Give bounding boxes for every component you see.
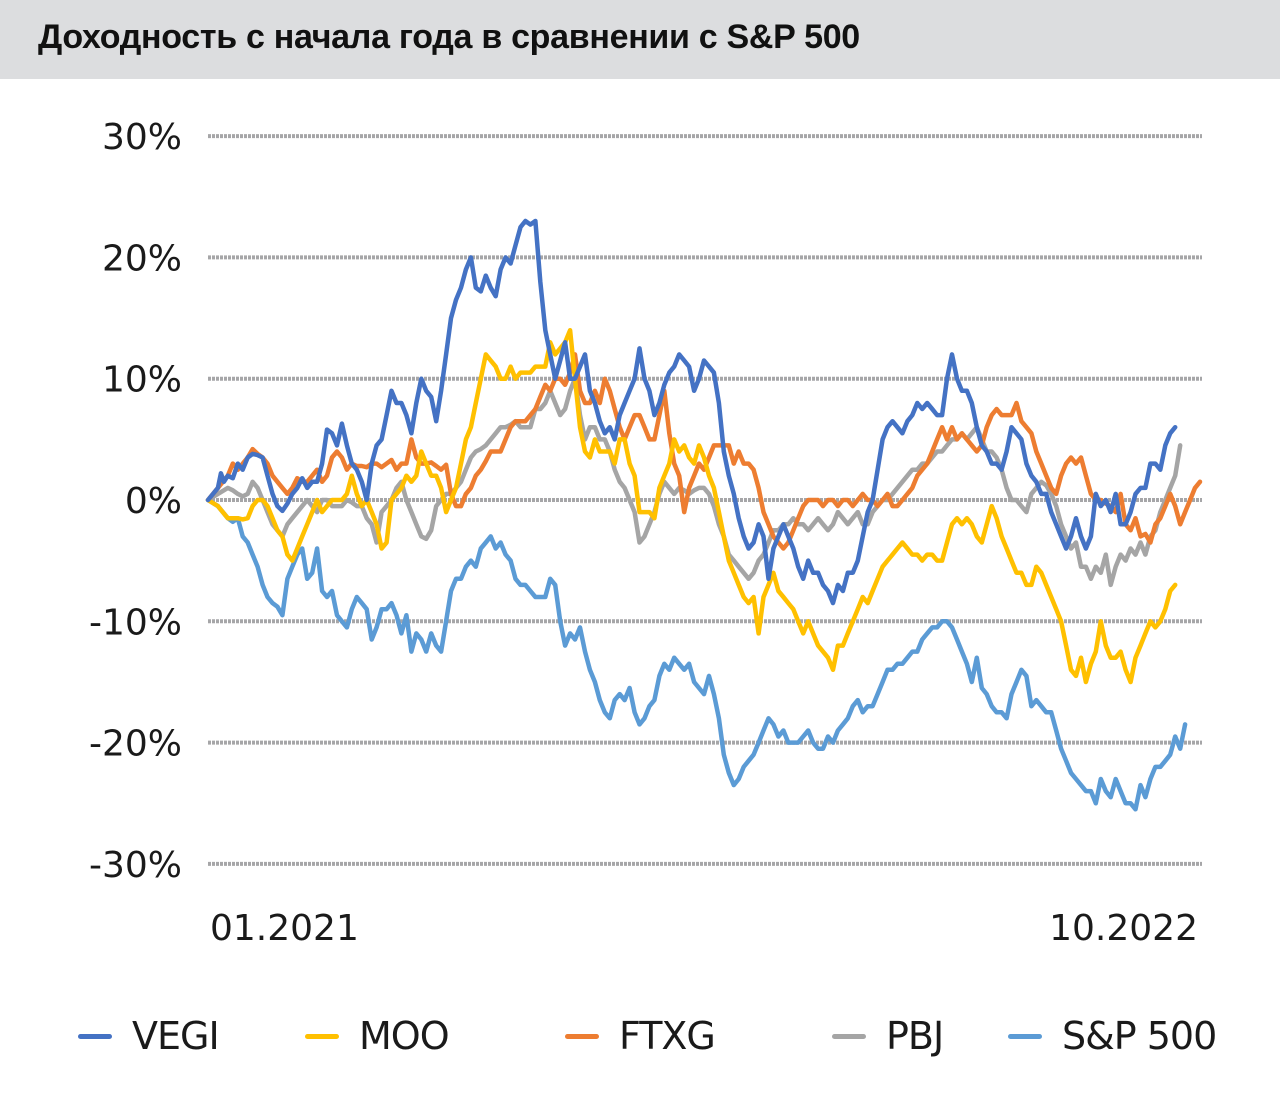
x-tick-label: 10.2022 (1049, 908, 1198, 949)
y-tick-label: -30% (89, 845, 182, 886)
legend-label: FTXG (619, 1014, 716, 1058)
y-tick-label: -20% (89, 724, 182, 765)
legend-item: MOO (305, 1012, 450, 1060)
legend-item: FTXG (565, 1012, 716, 1060)
legend-label: PBJ (886, 1014, 944, 1058)
series-lines (205, 218, 1203, 812)
y-tick-label: -10% (89, 602, 182, 643)
chart-title: Доходность с начала года в сравнении с S… (38, 18, 860, 56)
series-line-ftxg (205, 352, 1203, 551)
line-chart: 30% 20% 10% 0% -10% -20% -30% 01.2021 10.2022 (89, 117, 1203, 949)
legend-swatch (78, 1033, 112, 1039)
y-tick-label: 20% (102, 238, 182, 279)
x-axis-tick-labels: 01.2021 10.2022 (210, 908, 1198, 949)
gridlines (208, 134, 1202, 866)
y-tick-label: 30% (102, 117, 182, 158)
legend-label: VEGI (132, 1014, 220, 1058)
legend-item: S&P 500 (1008, 1012, 1217, 1060)
x-tick-label: 01.2021 (210, 908, 359, 949)
legend-swatch (1008, 1033, 1042, 1039)
legend-swatch (832, 1033, 866, 1039)
legend-label: S&P 500 (1062, 1014, 1217, 1058)
legend-item: VEGI (78, 1012, 220, 1060)
series-line-moo (205, 327, 1178, 685)
chart-legend: VEGI MOO FTXG PBJ S&P 500 (0, 1012, 1280, 1060)
legend-swatch (565, 1033, 599, 1039)
series-line-vegi (205, 218, 1178, 606)
legend-label: MOO (359, 1014, 450, 1058)
y-tick-label: 0% (125, 481, 182, 522)
y-tick-label: 10% (102, 360, 182, 401)
y-axis-tick-labels: 30% 20% 10% 0% -10% -20% -30% (89, 117, 182, 886)
legend-swatch (305, 1033, 339, 1039)
legend-item: PBJ (832, 1012, 944, 1060)
series-line-s-p-500 (205, 497, 1188, 812)
title-bar: Доходность с начала года в сравнении с S… (0, 0, 1280, 79)
